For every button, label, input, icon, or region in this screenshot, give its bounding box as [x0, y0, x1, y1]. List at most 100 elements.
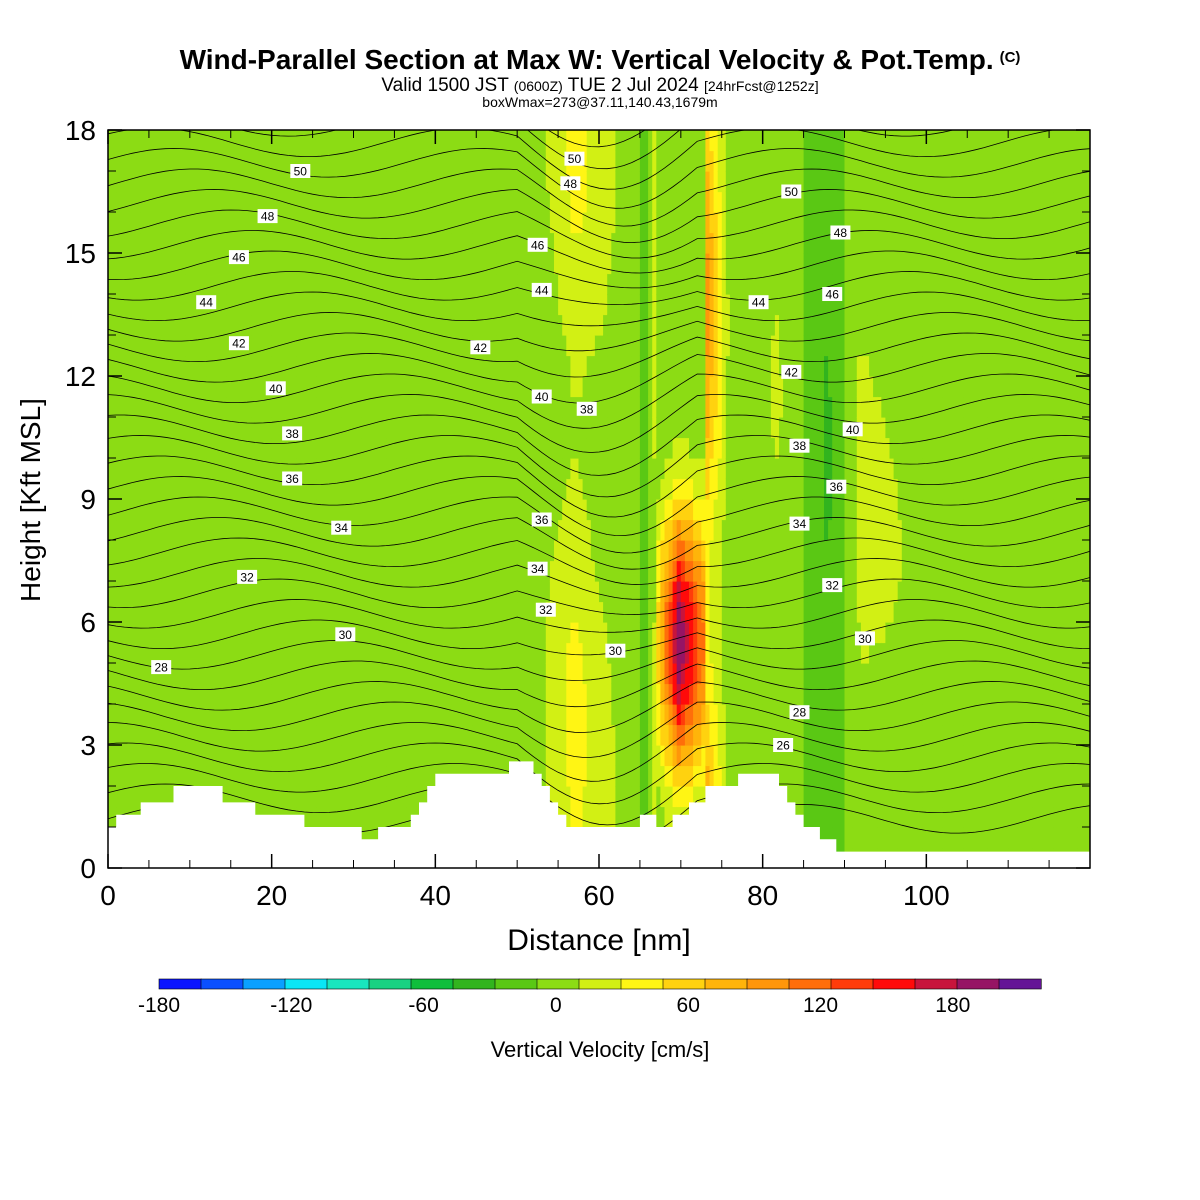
w-cell	[390, 724, 395, 746]
w-cell	[337, 786, 342, 808]
w-cell	[582, 294, 588, 316]
w-cell	[304, 273, 310, 295]
w-cell	[292, 314, 297, 336]
w-cell	[414, 355, 420, 377]
w-cell	[492, 130, 498, 152]
w-cell	[664, 601, 670, 623]
w-cell	[537, 519, 543, 541]
w-cell	[627, 683, 633, 705]
w-cell	[108, 355, 113, 377]
w-cell	[329, 417, 334, 439]
w-cell	[378, 130, 383, 152]
w-cell	[635, 745, 641, 767]
w-cell	[500, 150, 506, 172]
w-cell	[652, 642, 657, 664]
w-cell	[586, 622, 592, 644]
w-cell	[398, 519, 404, 541]
w-cell	[529, 478, 535, 500]
w-cell	[562, 355, 567, 377]
w-cell	[320, 253, 326, 275]
w-cell	[210, 335, 215, 357]
w-cell	[271, 335, 277, 357]
w-cell	[419, 663, 424, 685]
w-cell	[656, 683, 661, 705]
w-cell	[439, 273, 445, 295]
w-cell	[664, 786, 670, 808]
w-cell	[582, 437, 588, 459]
w-cell	[554, 232, 559, 254]
w-cell	[447, 355, 453, 377]
w-cell	[226, 765, 232, 787]
w-cell	[590, 786, 596, 808]
w-cell	[509, 540, 514, 562]
w-cell	[292, 786, 297, 808]
w-cell	[627, 458, 633, 480]
w-cell	[247, 130, 252, 152]
w-cell	[443, 273, 449, 295]
w-cell	[594, 622, 600, 644]
w-cell	[459, 581, 465, 603]
w-cell	[161, 150, 166, 172]
w-cell	[312, 376, 318, 398]
w-cell	[349, 417, 355, 439]
w-cell	[578, 642, 584, 664]
w-cell	[337, 745, 342, 767]
w-cell	[603, 437, 608, 459]
w-cell	[369, 786, 375, 808]
w-cell	[558, 376, 563, 398]
w-cell	[566, 335, 571, 357]
w-cell	[607, 212, 612, 234]
w-cell	[300, 581, 305, 603]
w-cell	[198, 663, 203, 685]
w-cell	[214, 642, 220, 664]
w-cell	[410, 540, 416, 562]
w-cell	[509, 745, 514, 767]
w-cell	[480, 212, 485, 234]
w-cell	[263, 663, 269, 685]
w-cell	[300, 704, 305, 726]
w-cell	[390, 191, 395, 213]
w-cell	[558, 519, 563, 541]
w-cell	[136, 622, 142, 644]
w-cell	[288, 560, 293, 582]
w-cell	[292, 478, 297, 500]
w-cell	[513, 150, 518, 172]
w-cell	[447, 581, 453, 603]
w-cell	[541, 355, 547, 377]
w-cell	[304, 253, 310, 275]
w-cell	[611, 171, 616, 193]
w-cell	[378, 355, 383, 377]
w-cell	[333, 765, 338, 787]
w-cell	[525, 601, 530, 623]
w-cell	[459, 704, 465, 726]
w-cell	[406, 683, 412, 705]
w-cell	[349, 560, 355, 582]
w-cell	[230, 560, 236, 582]
w-cell	[455, 273, 461, 295]
w-cell	[206, 212, 211, 234]
w-cell	[509, 130, 514, 152]
w-cell	[398, 560, 404, 582]
w-cell	[644, 622, 649, 644]
w-cell	[153, 622, 158, 644]
w-cell	[296, 191, 301, 213]
w-cell	[586, 314, 592, 336]
w-cell	[124, 150, 130, 172]
w-cell	[259, 417, 265, 439]
w-cell	[230, 232, 236, 254]
w-cell	[451, 663, 457, 685]
w-cell	[586, 683, 592, 705]
w-cell	[603, 560, 608, 582]
w-cell	[439, 663, 445, 685]
w-cell	[398, 355, 404, 377]
w-cell	[177, 314, 183, 336]
w-cell	[116, 745, 121, 767]
w-cell	[108, 376, 113, 398]
w-cell	[238, 376, 244, 398]
w-cell	[320, 745, 326, 767]
w-cell	[263, 355, 269, 377]
w-cell	[582, 724, 588, 746]
w-cell	[517, 294, 522, 316]
w-cell	[554, 765, 559, 787]
w-cell	[144, 232, 150, 254]
